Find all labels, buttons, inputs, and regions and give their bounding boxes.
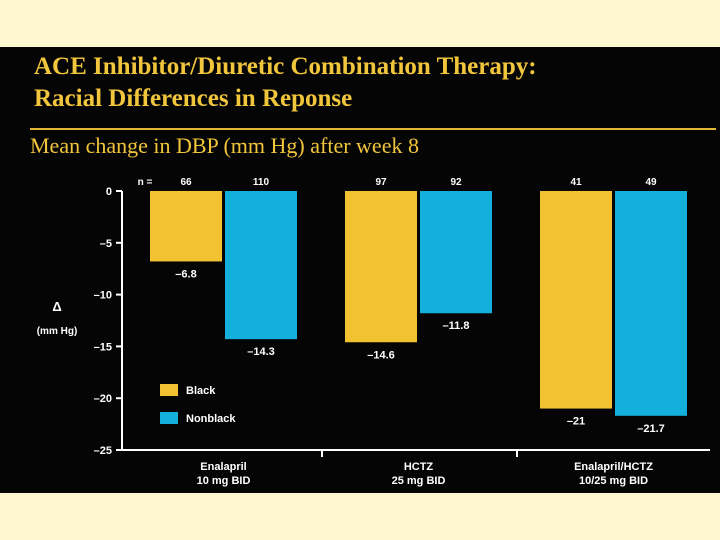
bar-black-2 [345, 191, 417, 343]
n-label: n = [138, 177, 153, 188]
y-tick-label: –25 [94, 445, 112, 457]
n-value: 110 [253, 177, 270, 188]
category-label: HCTZ [404, 461, 434, 473]
legend-label: Black [186, 385, 216, 397]
y-axis-symbol: Δ [52, 299, 61, 314]
n-value: 66 [180, 177, 192, 188]
value-label: –6.8 [175, 268, 196, 280]
y-tick-label: –20 [94, 393, 112, 405]
y-tick-label: –10 [94, 290, 112, 302]
category-label: 10/25 mg BID [579, 475, 648, 487]
bar-nonblack-2 [420, 191, 492, 314]
n-value: 97 [375, 177, 387, 188]
title-divider [30, 128, 716, 130]
slide-panel: ACE Inhibitor/Diuretic Combination Thera… [0, 47, 720, 493]
chart-subtitle: Mean change in DBP (mm Hg) after week 8 [30, 133, 419, 158]
bar-black-3 [540, 191, 612, 409]
title-line-1: ACE Inhibitor/Diuretic Combination Thera… [34, 53, 537, 80]
category-label: Enalapril [200, 461, 246, 473]
y-tick-label: –15 [94, 341, 112, 353]
value-label: –14.6 [367, 349, 395, 361]
n-value: 92 [450, 177, 462, 188]
category-label: 10 mg BID [197, 475, 251, 487]
n-value: 49 [645, 177, 657, 188]
legend-label: Nonblack [186, 413, 236, 425]
y-axis-unit: (mm Hg) [37, 326, 78, 337]
value-label: –14.3 [247, 346, 275, 358]
title-line-2: Racial Differences in Reponse [34, 85, 353, 112]
value-label: –21.7 [637, 423, 665, 435]
bar-black-1 [150, 191, 222, 262]
legend-swatch-black [160, 384, 178, 396]
value-label: –11.8 [443, 320, 470, 332]
bar-chart: 0 –5 –10 –15 –20 –25 Δ (mm Hg) n = –6.8 66 –14.3 110… [37, 177, 710, 487]
bar-nonblack-3 [615, 191, 687, 416]
legend-swatch-nonblack [160, 412, 178, 424]
value-label: –21 [567, 416, 585, 428]
category-label: Enalapril/HCTZ [574, 461, 653, 473]
category-label: 25 mg BID [392, 475, 446, 487]
y-tick-label: –5 [100, 238, 112, 250]
n-value: 41 [570, 177, 582, 188]
y-tick-label: 0 [106, 186, 112, 198]
bar-nonblack-1 [225, 191, 297, 340]
